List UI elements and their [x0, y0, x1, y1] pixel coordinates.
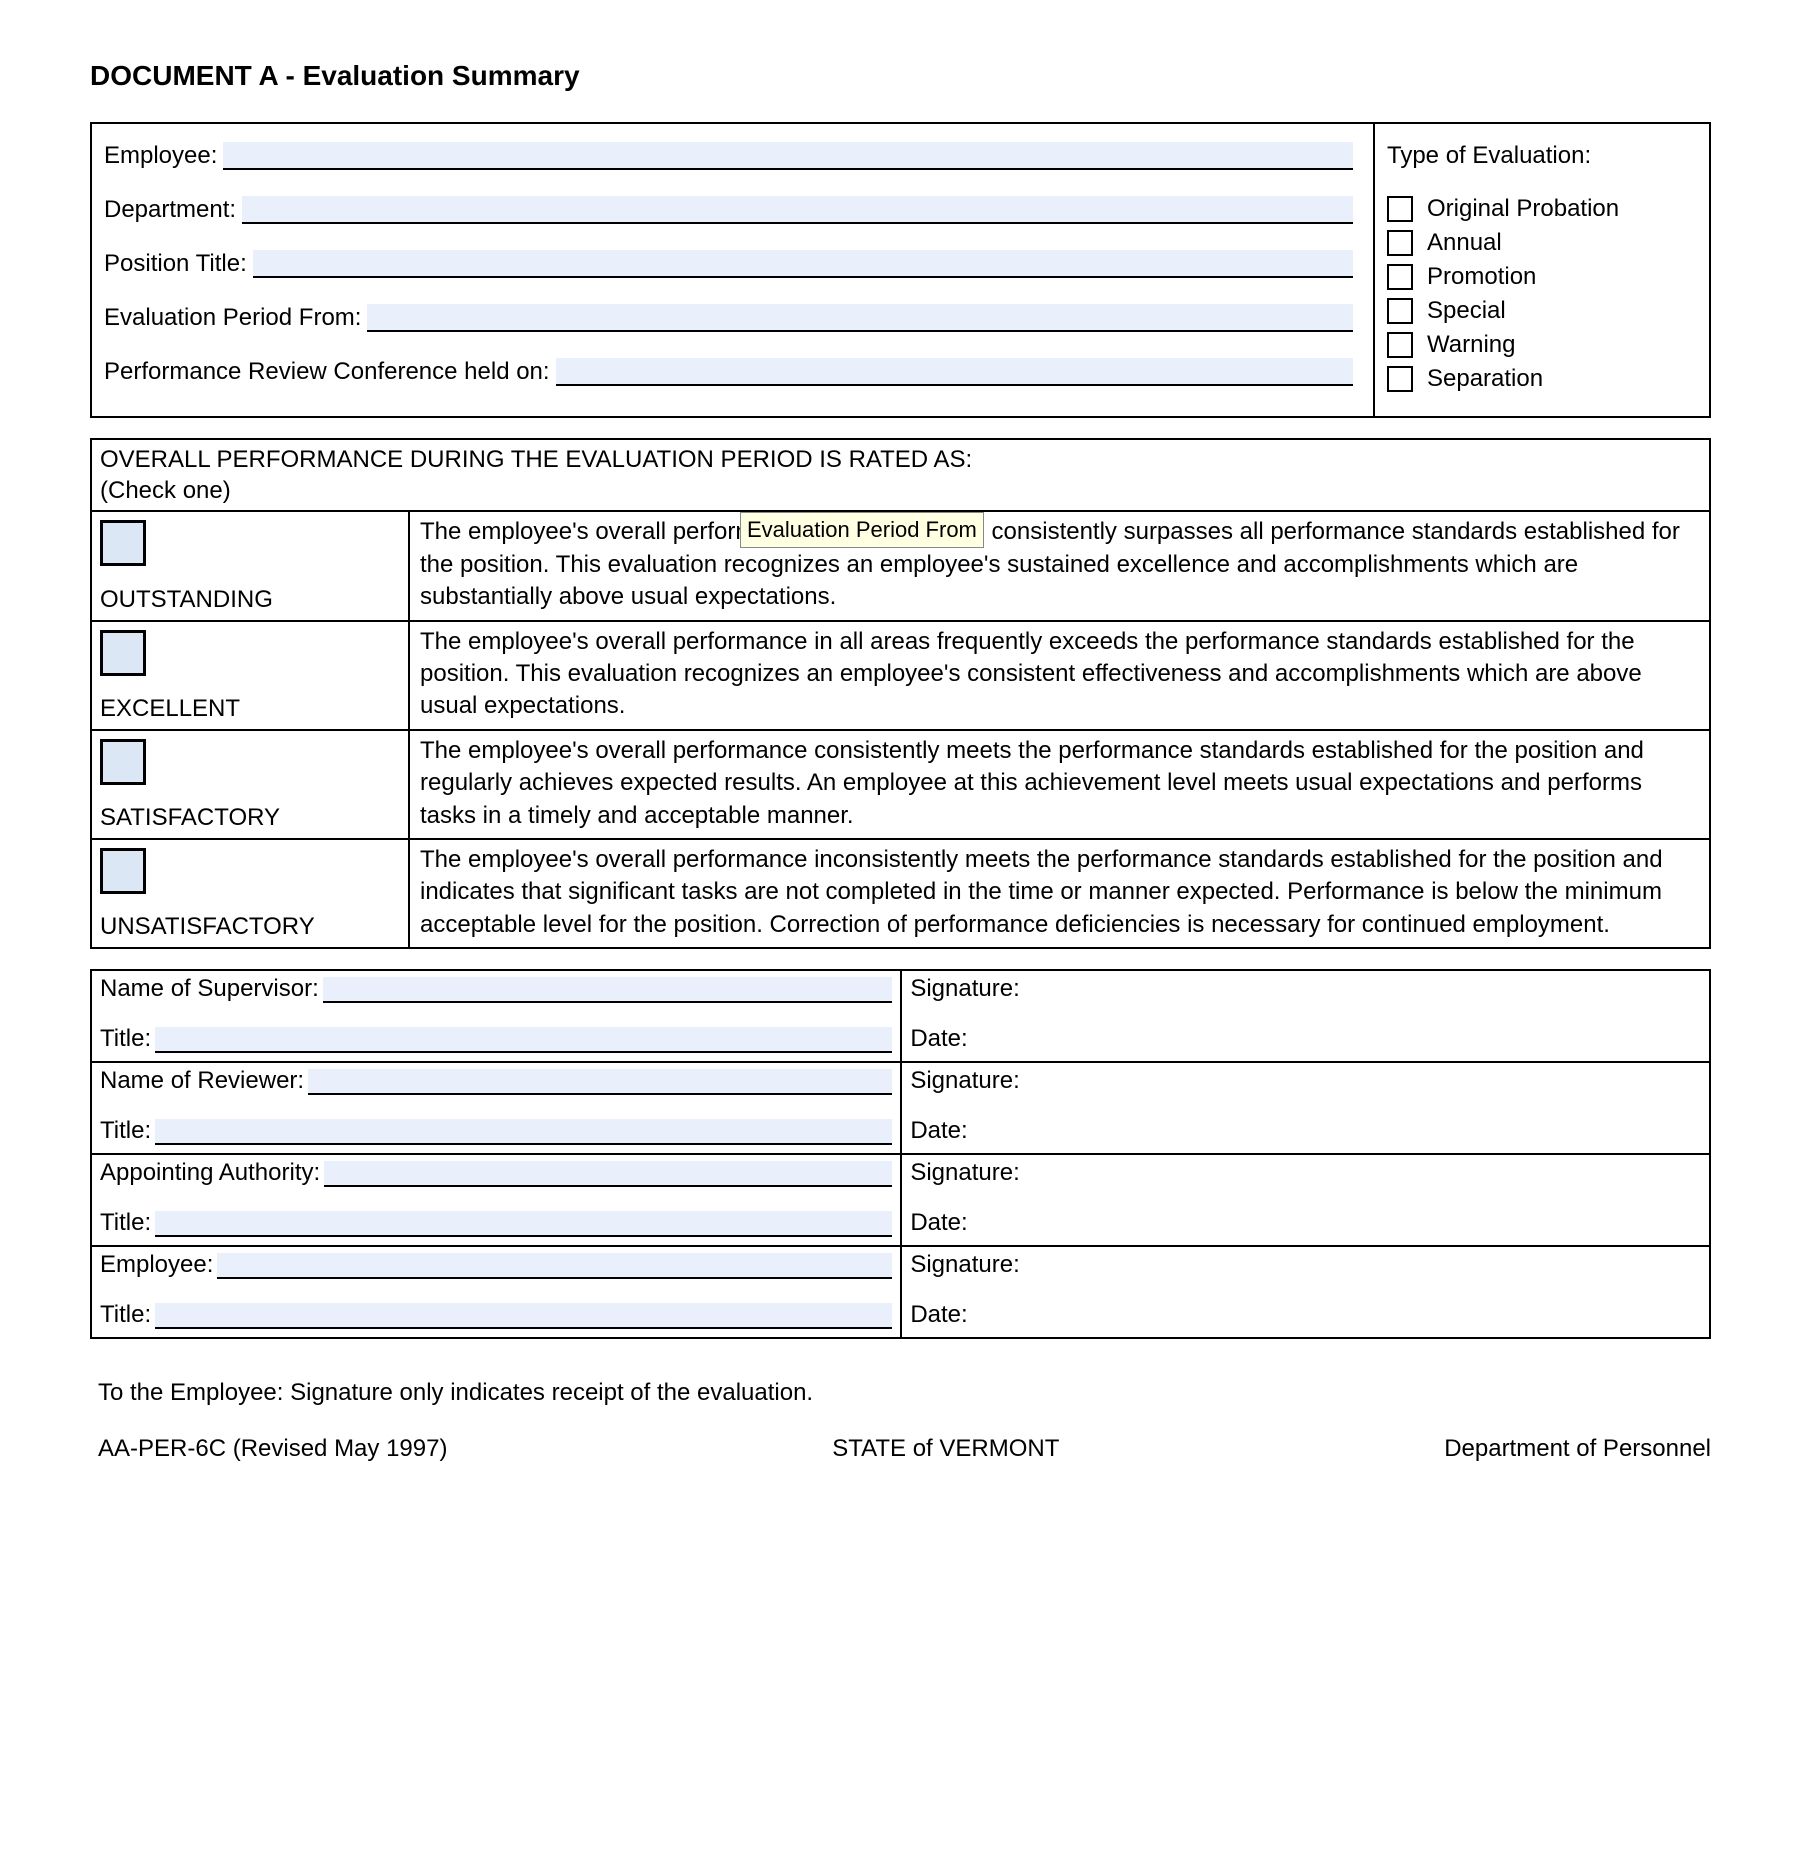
title-label: Title:	[100, 1025, 151, 1053]
department-name: Department of Personnel	[1444, 1435, 1711, 1463]
supervisor-label: Name of Supervisor:	[100, 975, 319, 1003]
signature-box: Name of Supervisor: Title: Signature: Da…	[90, 969, 1711, 1339]
supervisor-title-input[interactable]	[155, 1027, 892, 1053]
employee-info-box: Employee: Department: Position Title: Ev…	[90, 122, 1711, 418]
rating-check-satisfactory[interactable]	[100, 739, 146, 785]
date-label: Date:	[910, 1025, 967, 1053]
type-label: Warning	[1427, 330, 1515, 360]
rating-check-unsatisfactory[interactable]	[100, 848, 146, 894]
footer-note: To the Employee: Signature only indicate…	[98, 1379, 1711, 1407]
type-check-warning[interactable]	[1387, 332, 1413, 358]
evaluation-type-panel: Type of Evaluation: Original Probation A…	[1375, 124, 1709, 416]
rating-check-outstanding[interactable]	[100, 520, 146, 566]
type-check-original-probation[interactable]	[1387, 196, 1413, 222]
type-label: Annual	[1427, 228, 1502, 258]
position-input[interactable]	[253, 250, 1353, 278]
rating-check-excellent[interactable]	[100, 630, 146, 676]
appointing-input[interactable]	[324, 1161, 892, 1187]
rating-header-line1: OVERALL PERFORMANCE DURING THE EVALUATIO…	[100, 444, 1701, 475]
form-number: AA-PER-6C (Revised May 1997)	[98, 1435, 447, 1463]
document-title: DOCUMENT A - Evaluation Summary	[90, 60, 1711, 92]
conference-label: Performance Review Conference held on:	[104, 358, 550, 386]
conference-input[interactable]	[556, 358, 1353, 386]
rating-name: OUTSTANDING	[100, 586, 400, 614]
type-label: Promotion	[1427, 262, 1536, 292]
reviewer-title-input[interactable]	[155, 1119, 892, 1145]
rating-desc: The employee's overall performance incon…	[410, 840, 1709, 947]
period-from-input[interactable]	[367, 304, 1353, 332]
title-label: Title:	[100, 1117, 151, 1145]
rating-header: OVERALL PERFORMANCE DURING THE EVALUATIO…	[92, 440, 1709, 512]
type-check-separation[interactable]	[1387, 366, 1413, 392]
signature-label: Signature:	[910, 1067, 1019, 1095]
position-label: Position Title:	[104, 250, 247, 278]
signature-label: Signature:	[910, 975, 1019, 1003]
footer-row: AA-PER-6C (Revised May 1997) STATE of VE…	[98, 1435, 1711, 1463]
employee-fields: Employee: Department: Position Title: Ev…	[92, 124, 1375, 416]
state-name: STATE of VERMONT	[832, 1435, 1059, 1463]
signature-label: Signature:	[910, 1159, 1019, 1187]
employee-label: Employee:	[104, 142, 217, 170]
rating-box: OVERALL PERFORMANCE DURING THE EVALUATIO…	[90, 438, 1711, 949]
employee-input[interactable]	[223, 142, 1353, 170]
rating-desc: The employee's overall performance in al…	[410, 622, 1709, 729]
department-input[interactable]	[242, 196, 1353, 224]
type-check-annual[interactable]	[1387, 230, 1413, 256]
date-label: Date:	[910, 1209, 967, 1237]
rating-name: EXCELLENT	[100, 695, 400, 723]
reviewer-input[interactable]	[308, 1069, 892, 1095]
rating-name: UNSATISFACTORY	[100, 913, 400, 941]
date-label: Date:	[910, 1117, 967, 1145]
type-label: Original Probation	[1427, 194, 1619, 224]
rating-name: SATISFACTORY	[100, 804, 400, 832]
appointing-label: Appointing Authority:	[100, 1159, 320, 1187]
type-check-special[interactable]	[1387, 298, 1413, 324]
employee-sig-input[interactable]	[217, 1253, 892, 1279]
appointing-title-input[interactable]	[155, 1211, 892, 1237]
reviewer-label: Name of Reviewer:	[100, 1067, 304, 1095]
supervisor-input[interactable]	[323, 977, 893, 1003]
signature-label: Signature:	[910, 1251, 1019, 1279]
employee-title-input[interactable]	[155, 1303, 892, 1329]
evaluation-type-header: Type of Evaluation:	[1387, 142, 1697, 170]
rating-header-line2: (Check one)	[100, 475, 1701, 506]
title-label: Title:	[100, 1209, 151, 1237]
tooltip: Evaluation Period From	[740, 512, 984, 548]
employee-sig-label: Employee:	[100, 1251, 213, 1279]
date-label: Date:	[910, 1301, 967, 1329]
type-check-promotion[interactable]	[1387, 264, 1413, 290]
rating-desc: The employee's overall performance consi…	[410, 731, 1709, 838]
department-label: Department:	[104, 196, 236, 224]
title-label: Title:	[100, 1301, 151, 1329]
rating-desc-text: The employee's overall performance signi…	[420, 518, 1680, 610]
type-label: Separation	[1427, 364, 1543, 394]
type-label: Special	[1427, 296, 1506, 326]
rating-desc: The employee's overall performance signi…	[410, 512, 1709, 619]
period-from-label: Evaluation Period From:	[104, 304, 361, 332]
